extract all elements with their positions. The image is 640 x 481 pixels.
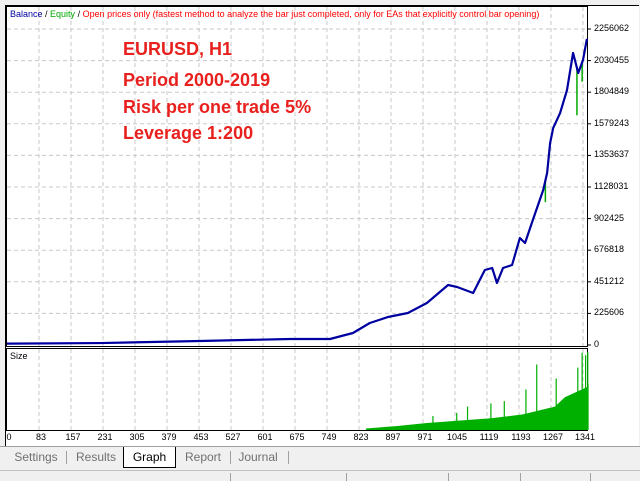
status-bar: [0, 470, 640, 481]
x-tick-label: 305: [129, 432, 145, 442]
x-tick-label: 1267: [542, 432, 564, 442]
x-tick-label: 971: [417, 432, 433, 442]
y-tick-label: 676818: [594, 244, 625, 255]
x-tick-label: 823: [353, 432, 369, 442]
x-tick-label: 1119: [479, 432, 499, 442]
status-separator: [520, 473, 521, 481]
x-tick-label: 897: [385, 432, 401, 442]
y-tick-label: 2030455: [594, 54, 630, 65]
graph-panel: [5, 5, 639, 447]
tab-journal[interactable]: Journal: [238, 450, 278, 464]
x-tick-label: 749: [321, 432, 337, 442]
main-plot-frame: [6, 6, 588, 347]
annotation-risk: Risk per one trade 5%: [123, 97, 312, 117]
x-tick-label: 675: [289, 432, 305, 442]
y-tick-label: 451212: [594, 275, 625, 286]
x-tick-label: 0: [6, 432, 12, 442]
x-tick-label: 157: [65, 432, 81, 442]
y-tick-label: 1804849: [594, 86, 630, 97]
status-separator: [448, 473, 449, 481]
balance-line: [6, 38, 588, 345]
tab-separator: [66, 451, 67, 464]
annotation-leverage: Leverage 1:200: [123, 123, 254, 143]
x-tick-label: 231: [97, 432, 113, 442]
size-panel-label: Size: [10, 351, 28, 361]
tab-separator: [288, 451, 289, 464]
y-tick-label: 1353637: [594, 149, 630, 160]
x-tick-label: 601: [257, 432, 273, 442]
annotation-period: Period 2000-2019: [123, 70, 271, 90]
y-tick-label: 0: [594, 339, 600, 349]
balance-chart: [6, 6, 591, 431]
legend-equity: Equity: [50, 9, 76, 19]
x-tick-label: 1341: [574, 432, 596, 442]
legend-sep: /: [75, 9, 83, 19]
tester-tabs: Settings Results Graph Report Journal: [0, 446, 640, 469]
status-separator: [230, 473, 231, 481]
y-tick-label: 902425: [594, 212, 625, 223]
x-tick-label: 1045: [446, 432, 468, 442]
x-tick-label: 1193: [511, 432, 531, 442]
tab-results[interactable]: Results: [75, 450, 116, 464]
y-tick-label: 1128031: [594, 181, 629, 191]
y-tick-label: 225606: [594, 307, 625, 318]
tab-settings[interactable]: Settings: [14, 450, 58, 464]
x-tick-label: 379: [161, 432, 177, 442]
annotation-symbol: EURUSD, H1: [123, 39, 233, 59]
status-separator: [590, 473, 591, 481]
status-separator: [346, 473, 347, 481]
chart-legend: Balance / Equity / Open prices only (fas…: [10, 9, 539, 19]
tab-separator: [230, 451, 231, 464]
tab-graph[interactable]: Graph: [123, 447, 176, 468]
legend-model: Open prices only (fastest method to anal…: [82, 9, 540, 19]
x-tick-label: 83: [35, 432, 47, 442]
size-area: [365, 383, 589, 430]
y-tick-label: 1579243: [594, 117, 630, 128]
x-tick-label: 527: [225, 432, 241, 442]
legend-sep: /: [42, 9, 51, 19]
legend-balance: Balance: [10, 9, 43, 19]
y-tick-label: 2256062: [594, 23, 630, 33]
x-tick-label: 453: [193, 432, 209, 442]
tab-report[interactable]: Report: [184, 450, 222, 464]
